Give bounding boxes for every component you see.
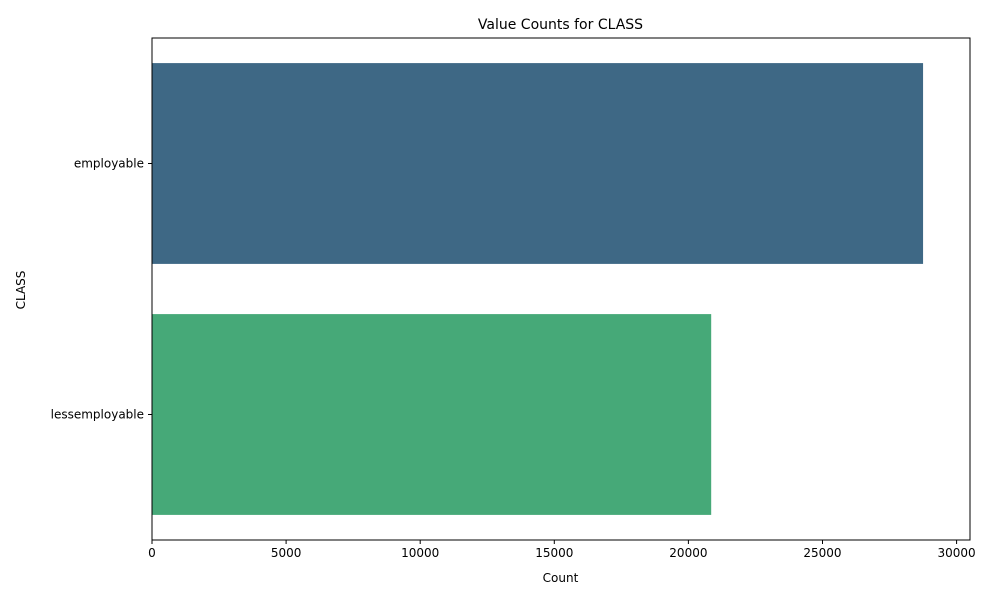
x-tick-label: 30000 [937, 546, 975, 560]
x-tick-label: 10000 [401, 546, 439, 560]
chart-title: Value Counts for CLASS [478, 17, 643, 33]
x-tick-label: 15000 [535, 546, 573, 560]
bars-layer [152, 63, 924, 515]
x-tick-label: 20000 [669, 546, 707, 560]
plot-frame [151, 37, 971, 541]
y-axis-label: CLASS [14, 271, 28, 310]
y-tick-label: employable [74, 157, 144, 171]
x-tick-label: 5000 [271, 546, 302, 560]
y-tick-label: lessemployable [51, 408, 144, 422]
ticks-layer: employable lessemployable 0 5000 10000 15000 2… [51, 157, 976, 561]
x-tick-label: 0 [148, 546, 156, 560]
bar-employable [152, 63, 924, 264]
x-axis-label: Count [543, 571, 579, 585]
x-tick-label: 25000 [803, 546, 841, 560]
bar-lessemployable [152, 314, 712, 515]
